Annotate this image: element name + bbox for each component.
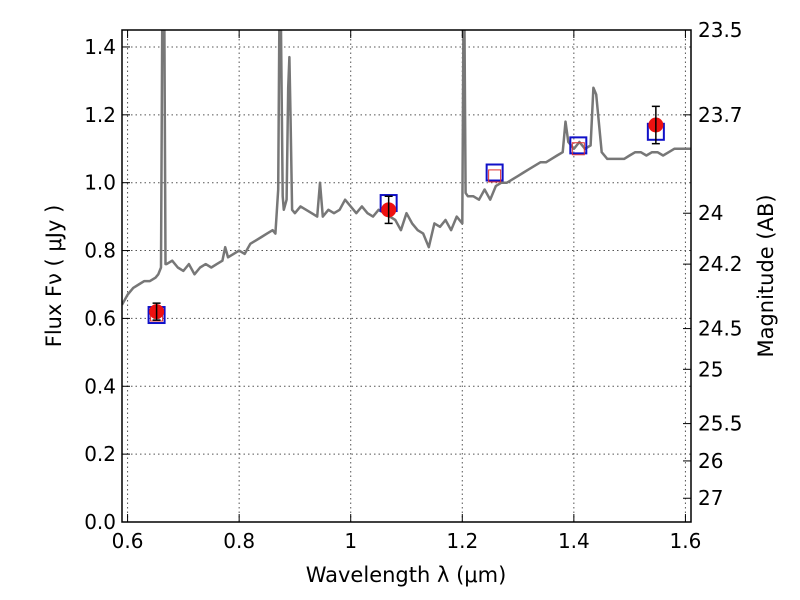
y-tick-label: 1.2 — [84, 103, 116, 127]
right-tick-label: 25 — [698, 357, 723, 381]
x-tick-label: 0.8 — [223, 529, 255, 553]
y-tick-label: 0.4 — [84, 374, 116, 398]
y-tick-label: 0.0 — [84, 510, 116, 534]
x-tick-label: 1.4 — [558, 529, 590, 553]
inner-square-marker — [488, 169, 502, 183]
x-tick-label: 1.6 — [670, 529, 702, 553]
right-tick-label: 24.2 — [698, 252, 743, 276]
right-tick-label: 26 — [698, 449, 723, 473]
y-tick-label: 1.0 — [84, 171, 116, 195]
right-tick-label: 24.5 — [698, 317, 743, 341]
right-tick-label: 27 — [698, 486, 723, 510]
x-tick-label: 0.6 — [112, 529, 144, 553]
x-tick-label: 1 — [344, 529, 357, 553]
right-tick-label: 25.5 — [698, 412, 743, 436]
y-axis-title: Flux Fν ( μJy ) — [42, 205, 66, 348]
right-tick-label: 23.5 — [698, 18, 743, 42]
tick-layer: 0.6 0.8 1 1.2 1.4 1.6 0.0 0.2 0.4 0.6 0.8 1.0 1.2 1.4… — [84, 18, 742, 553]
y-tick-label: 0.8 — [84, 239, 116, 263]
synthetic-square-marker — [569, 136, 588, 155]
y-tick-label: 0.2 — [84, 442, 116, 466]
right-axis-title: Magnitude (AB) — [754, 194, 778, 357]
x-axis-title: Wavelength λ (μm) — [306, 563, 507, 587]
grid-layer — [122, 30, 691, 523]
spectrum-line — [122, 30, 691, 306]
right-tick-label: 24 — [698, 201, 723, 225]
plot-frame — [121, 29, 692, 523]
y-tick-label: 1.4 — [84, 35, 116, 59]
right-tick-label: 23.7 — [698, 103, 743, 127]
x-tick-label: 1.2 — [446, 529, 478, 553]
series-layer — [122, 30, 691, 325]
y-tick-label: 0.6 — [84, 306, 116, 330]
synthetic-square-marker — [485, 163, 504, 182]
inner-square-marker — [571, 142, 585, 156]
